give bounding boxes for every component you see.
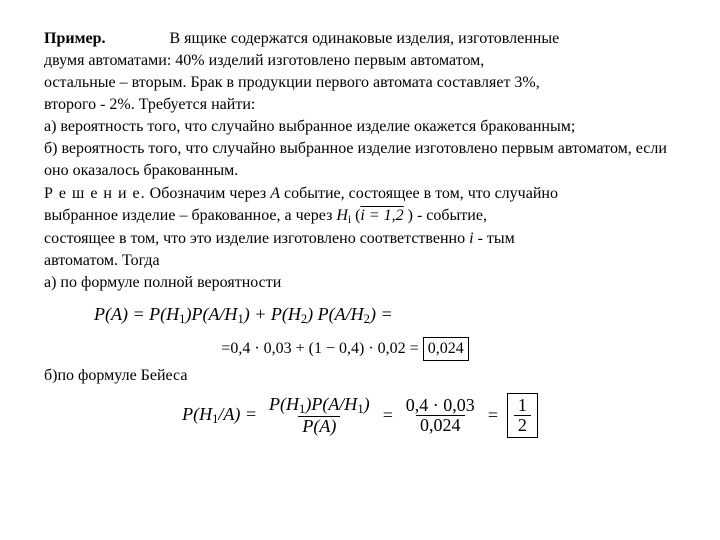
solution-part-b-label: б)по формуле Бейеса <box>44 365 676 387</box>
solution-s1b: событие, состоящее в том, что случайно <box>280 185 558 202</box>
problem-part-a: а) вероятность того, что случайно выбран… <box>44 118 575 135</box>
problem-statement: Пример. В ящике содержатся одинаковые из… <box>44 28 676 183</box>
solution-s4: автоматом. Тогда <box>44 252 160 269</box>
h-var: Hi <box>336 207 351 224</box>
boxed-result-b: 1 2 <box>507 393 538 438</box>
solution-s2a: выбранное изделие – бракованное, а через <box>44 207 336 224</box>
bayes-formula: P(H1/A) = P(H1)P(A/H1) P(A) = 0,4 · 0,03… <box>44 393 676 438</box>
problem-line1: В ящике содержатся одинаковые изделия, и… <box>169 30 559 47</box>
solution-s3a: состоящее в том, что это изделие изготов… <box>44 230 469 247</box>
solution-s2b: ) - событие, <box>404 207 487 224</box>
boxed-result-a: 0,024 <box>423 337 469 361</box>
solution-s3b: - тым <box>474 230 515 247</box>
total-probability-formula: P(A) = P(H1)P(A/H1) + P(H2) P(A/H2) = <box>94 302 676 329</box>
document-page: Пример. В ящике содержатся одинаковые из… <box>0 0 720 462</box>
problem-line3: остальные – вторым. Брак в продукции пер… <box>44 74 540 91</box>
solution-label: Р е ш е н и е. <box>44 185 146 202</box>
solution-s1a: Обозначим через <box>146 185 271 202</box>
index-range: i = 1,2 <box>360 207 403 224</box>
bayes-fraction-numeric: 0,4 · 0,03 0,024 <box>402 396 479 435</box>
example-heading: Пример. <box>44 30 105 47</box>
problem-line4: второго - 2%. Требуется найти: <box>44 96 255 113</box>
total-probability-result: =0,4 · 0,03 + (1 − 0,4) · 0,02 = 0,024 <box>44 337 646 361</box>
problem-line2: двумя автоматами: 40% изделий изготовлен… <box>44 52 484 69</box>
problem-part-b: б) вероятность того, что случайно выбран… <box>44 140 667 179</box>
solution-text: Р е ш е н и е. Обозначим через A событие… <box>44 183 676 295</box>
solution-part-a-label: а) по формуле полной вероятности <box>44 274 281 291</box>
bayes-fraction-symbolic: P(H1)P(A/H1) P(A) <box>265 395 374 436</box>
event-a-var: A <box>270 185 280 202</box>
